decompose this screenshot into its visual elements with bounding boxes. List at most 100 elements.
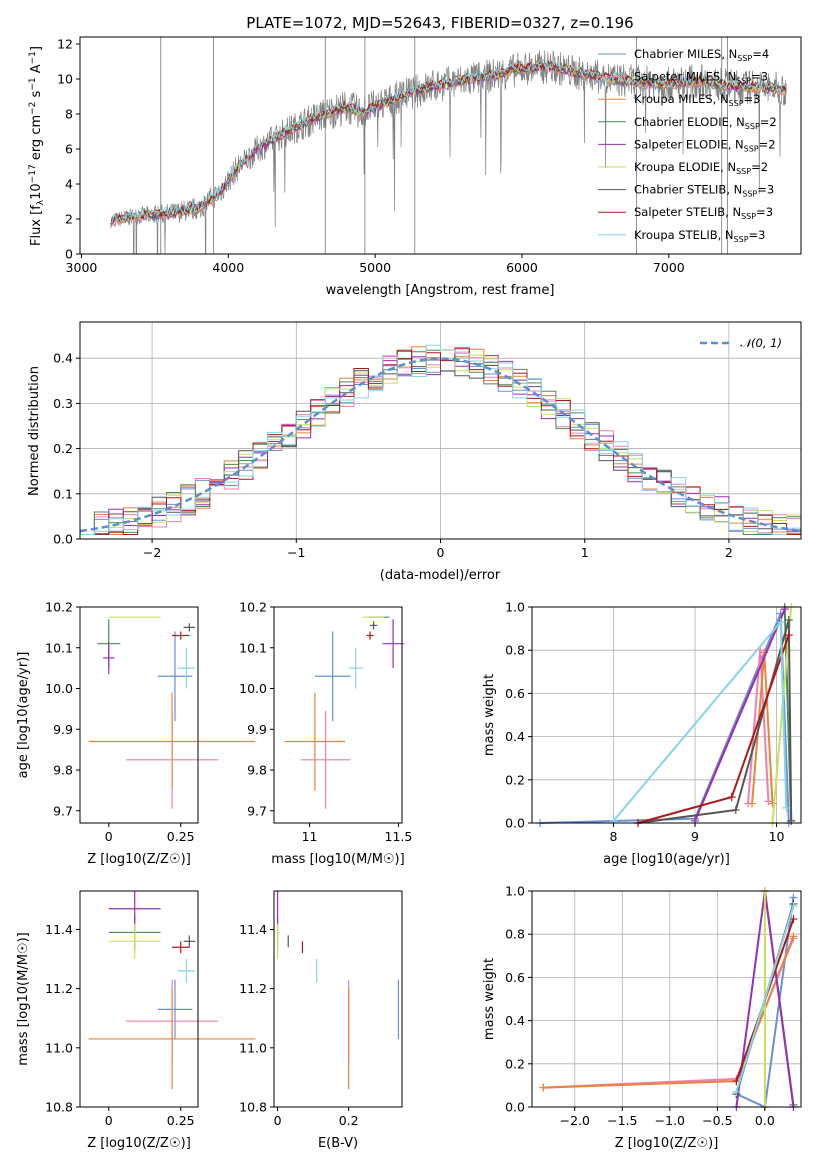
x-axis-label: Z [log10(Z/Z☉)] — [87, 852, 191, 867]
normal-legend-label: 𝒩(0, 1) — [740, 336, 782, 350]
ticks: 0 0.25 9.7 9.8 9.9 10.0 10.1 10.2 — [45, 600, 194, 845]
data-spectrum — [110, 50, 787, 254]
x-tick-label: 1 — [581, 545, 589, 560]
legend-label: Chabrier STELIB, NSSP=3 — [634, 183, 774, 199]
y-tick-label: 0.0 — [53, 532, 73, 547]
x-axis-label: Z [log10(Z/Z☉)] — [615, 1136, 719, 1151]
y-tick-label: 11.4 — [239, 922, 267, 937]
x-tick-label: 9 — [691, 829, 699, 844]
x-tick-label: 0.0 — [755, 1113, 775, 1128]
spectrum-axes-frame — [79, 36, 802, 255]
x-tick-label: 2 — [725, 545, 733, 560]
legend-label: Chabrier ELODIE, NSSP=2 — [634, 115, 777, 131]
x-tick-label: 0 — [274, 1113, 282, 1128]
model-spectrum — [110, 60, 787, 224]
legend-label: Salpeter STELIB, NSSP=3 — [634, 205, 773, 221]
axes-group: 0 0.2 10.8 11.0 11.2 11.4 E(B-V) — [239, 890, 403, 1151]
y-tick-label: 0.8 — [505, 643, 525, 658]
x-tick-label: 5000 — [359, 260, 391, 275]
spectrum-xlabel: wavelength [Angstrom, rest frame] — [326, 283, 555, 298]
legend-label: Kroupa MILES, NSSP=3 — [634, 92, 760, 108]
y-tick-label: 6 — [65, 142, 73, 157]
mass-weight-marker — [780, 605, 789, 614]
y-tick-label: 9.7 — [53, 803, 73, 818]
mass-weight-marker — [732, 1087, 741, 1096]
y-tick-label: 9.9 — [53, 722, 73, 737]
y-tick-label: 9.9 — [247, 722, 267, 737]
y-tick-label: 12 — [57, 37, 73, 52]
x-tick-label: 11.5 — [385, 829, 413, 844]
y-tick-label: 0.4 — [505, 729, 525, 744]
axes-frame — [79, 890, 199, 1108]
normal-distribution-curve — [79, 357, 802, 533]
y-tick-label: 1.0 — [505, 600, 525, 615]
mass-vs-extinction-panel: 0 0.2 10.8 11.0 11.2 11.4 E(B-V) — [239, 890, 403, 1151]
mass-vs-metallicity-panel: 0 0.25 10.8 11.0 11.2 11.4 Z [log10(Z/Z☉)] mass… — [16, 890, 256, 1151]
axes-group: 11 11.5 9.7 9.8 9.9 10.0 10.1 10.2 mass [log10(M… — [239, 600, 412, 868]
x-axis-label: Z [log10(Z/Z☉)] — [87, 1136, 191, 1151]
ticks: 8 9 10 0.0 0.2 0.4 0.6 0.8 1.0 — [505, 600, 784, 845]
y-tick-label: 0.4 — [505, 1013, 525, 1028]
mass-weight-marker — [764, 797, 773, 806]
y-tick-label: 10.0 — [45, 681, 73, 696]
y-tick-label: 9.8 — [53, 763, 73, 778]
x-tick-label: 0.25 — [167, 829, 195, 844]
plot-area — [539, 887, 798, 1111]
x-tick-label: 0 — [437, 545, 445, 560]
y-tick-label: 2 — [65, 212, 73, 227]
residual-histogram — [80, 344, 801, 535]
y-tick-label: 11.0 — [45, 1040, 73, 1055]
y-tick-label: 0 — [65, 247, 73, 262]
axes-frame — [273, 890, 403, 1108]
plot-area — [284, 616, 404, 809]
y-tick-label: 11.4 — [45, 922, 73, 937]
plot-area — [88, 891, 256, 1090]
axes-group: 8 9 10 0.0 0.2 0.4 0.6 0.8 1.0 age [log10(age/yr)… — [482, 600, 802, 867]
x-tick-label: −2.0 — [560, 1113, 590, 1128]
axes-frame — [531, 606, 802, 824]
axes-group: 0 0.25 10.8 11.0 11.2 11.4 Z [log10(Z/Z☉)] mass… — [16, 890, 256, 1151]
age-vs-metallicity-panel: 0 0.25 9.7 9.8 9.9 10.0 10.1 10.2 Z [log10(Z/Z☉)… — [16, 600, 256, 867]
mass-weight-line — [540, 613, 790, 824]
age-vs-mass-panel: 11 11.5 9.7 9.8 9.9 10.0 10.1 10.2 mass [log10(M… — [239, 600, 412, 868]
mass-weight-line — [637, 634, 790, 824]
x-axis-label: E(B-V) — [318, 1136, 358, 1151]
axes-group: −2.0 −1.5 −1.0 −0.5 0.0 0.0 0.2 0.4 0.6 0.8 1.0 Z [… — [482, 884, 802, 1151]
mass-weight-marker — [784, 631, 793, 640]
mass-weight-marker — [787, 816, 796, 825]
mass-weight-vs-metallicity-panel: −2.0 −1.5 −1.0 −0.5 0.0 0.0 0.2 0.4 0.6 0.8 1.0 Z [… — [482, 884, 802, 1151]
legend-label: Salpeter MILES, NSSP=3 — [634, 70, 768, 86]
y-axis-label: mass [log10(M/M☉)] — [16, 932, 31, 1065]
mass-weight-marker — [731, 806, 740, 815]
spectrum-ylabel: Flux [fλ10−17 erg cm−2 s−1 A−1] — [28, 46, 46, 246]
x-axis-label: mass [log10(M/M☉)] — [271, 852, 404, 867]
y-tick-label: 0.2 — [505, 1056, 525, 1071]
mass-weight-marker — [539, 1083, 548, 1092]
y-tick-label: 4 — [65, 177, 73, 192]
mass-weight-marker — [727, 793, 736, 802]
mass-weight-marker — [784, 615, 793, 624]
x-tick-label: −2 — [143, 545, 161, 560]
y-tick-label: 0.4 — [53, 351, 73, 366]
axes-frame — [79, 606, 199, 824]
plot-area — [276, 891, 400, 1090]
axes-frame — [531, 890, 802, 1108]
y-tick-label: 10 — [57, 72, 73, 87]
x-tick-label: 0.2 — [339, 1113, 359, 1128]
y-tick-label: 10.1 — [239, 640, 267, 655]
figure-title: PLATE=1072, MJD=52643, FIBERID=0327, z=0… — [246, 14, 633, 32]
y-tick-label: 0.8 — [505, 927, 525, 942]
axes-group: 0 0.25 9.7 9.8 9.9 10.0 10.1 10.2 Z [log10(Z/Z☉)… — [16, 600, 256, 867]
y-tick-label: 9.7 — [247, 803, 267, 818]
mass-weight-marker — [748, 799, 757, 808]
x-tick-label: −1.0 — [655, 1113, 685, 1128]
residual-histogram-panel: −2 −1 0 1 2 0.0 0.1 0.2 0.3 0.4 (data-model)/erro… — [27, 321, 802, 583]
ticks: 0 0.25 10.8 11.0 11.2 11.4 — [45, 922, 194, 1128]
y-axis-label: age [log10(age/yr)] — [16, 652, 31, 779]
y-tick-label: 0.6 — [505, 686, 525, 701]
x-tick-label: −1 — [287, 545, 305, 560]
x-tick-label: 11 — [302, 829, 318, 844]
x-tick-label: 3000 — [66, 260, 98, 275]
x-tick-label: −1.5 — [607, 1113, 637, 1128]
